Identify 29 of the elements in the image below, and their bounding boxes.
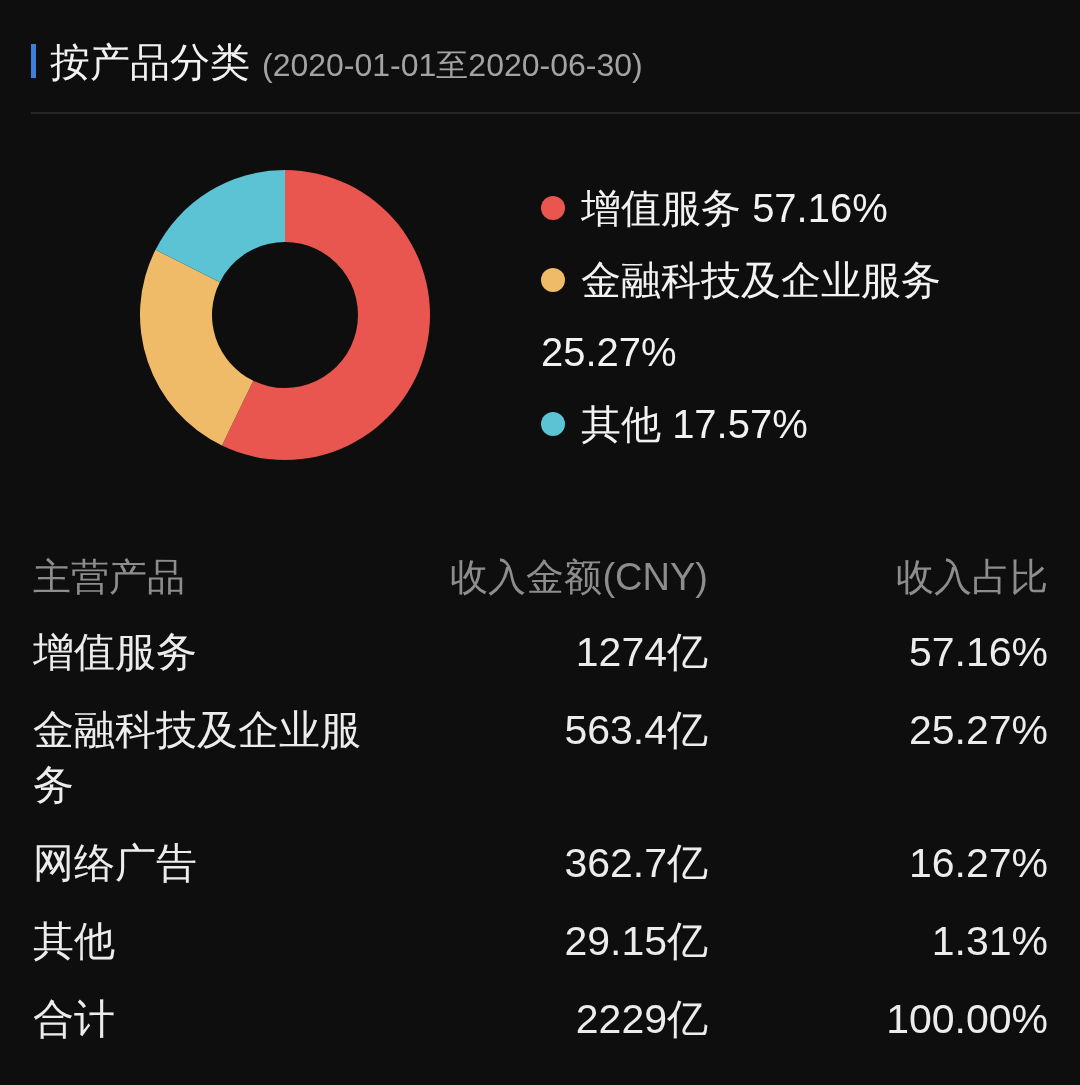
- data-label: 16.27%: [908, 839, 1048, 886]
- category-label: 其他: [33, 917, 115, 964]
- data-label: 57.16%: [908, 628, 1048, 675]
- category-label: 网络广告: [33, 839, 197, 886]
- data-label: 25.27%: [908, 706, 1048, 753]
- data-label: 100.00%: [886, 995, 1048, 1042]
- donut-slice: [155, 170, 285, 283]
- donut-slice: [221, 170, 430, 460]
- chart-title: 按产品分类: [50, 40, 250, 84]
- data-label: 2229亿: [575, 995, 708, 1042]
- category-label: 增值服务: [33, 628, 197, 675]
- data-label: 25.27%: [541, 330, 677, 374]
- text: 主营产品: [33, 555, 185, 598]
- category-label: 金融科技及企业服务: [33, 706, 361, 808]
- data-label: 1274亿: [575, 628, 708, 675]
- text: 收入占比: [896, 555, 1048, 598]
- data-label: 1.31%: [931, 917, 1048, 964]
- donut-slice: [140, 249, 254, 446]
- data-label: 29.15亿: [564, 917, 708, 964]
- legend-label: 增值服务: [581, 186, 741, 230]
- legend-label: 其他: [581, 402, 661, 446]
- legend-label: 金融科技及企业服务: [581, 258, 941, 302]
- category-label: 合计: [33, 995, 115, 1042]
- data-label: 17.57%: [672, 402, 808, 446]
- text: 收入金额(CNY): [450, 555, 708, 598]
- data-label: 362.7亿: [564, 839, 708, 886]
- data-label: 563.4亿: [564, 706, 708, 753]
- data-label: 57.16%: [752, 186, 888, 230]
- chart-subtitle: (2020-01-01至2020-06-30): [262, 47, 643, 83]
